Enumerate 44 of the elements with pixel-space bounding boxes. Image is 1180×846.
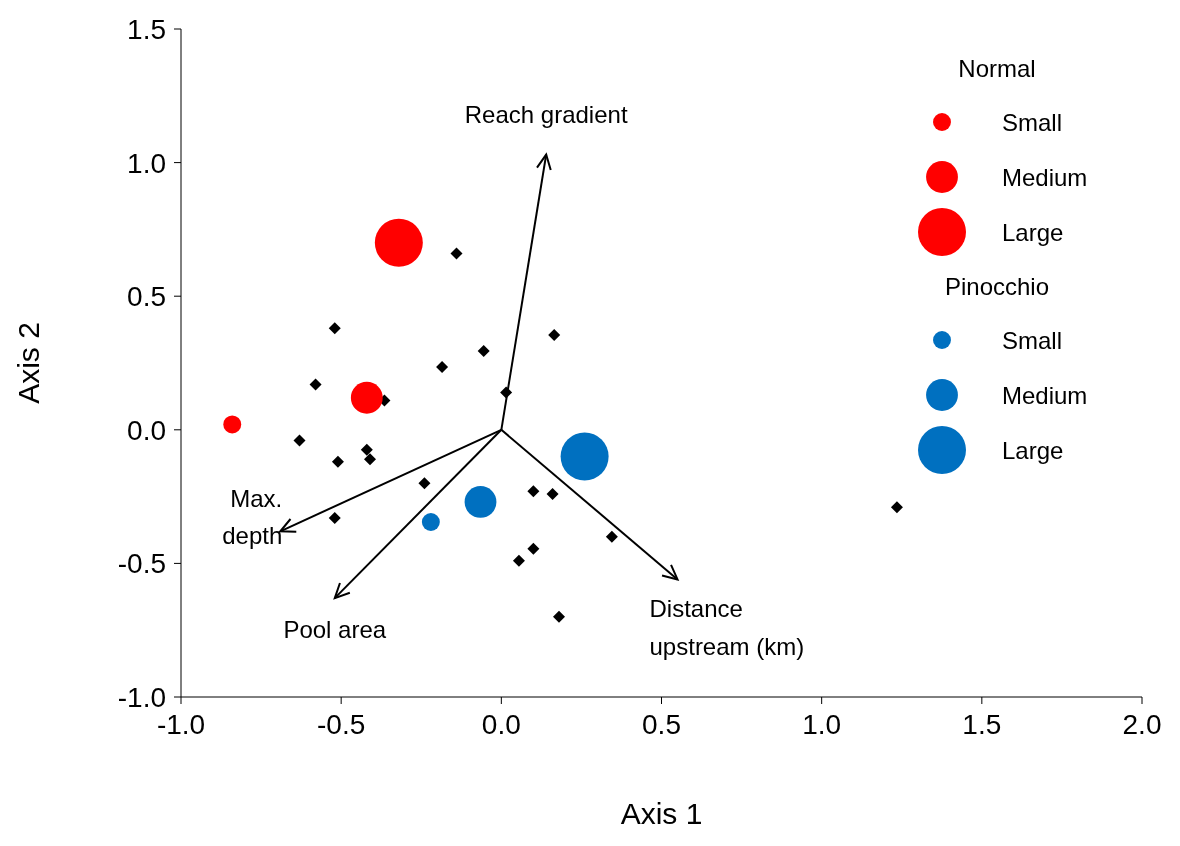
point <box>436 361 449 374</box>
point <box>605 530 618 543</box>
legend-label: Medium <box>1002 164 1088 191</box>
x-tick-label: 0.0 <box>481 708 521 740</box>
point <box>890 501 903 514</box>
y-tick-label: 0.0 <box>127 414 166 446</box>
point <box>527 542 540 555</box>
point <box>328 322 341 335</box>
point <box>512 554 525 567</box>
y-tick-label: 1.5 <box>127 13 166 45</box>
x-tick-label: -0.5 <box>317 708 366 740</box>
point <box>546 487 559 500</box>
legend-label: Small <box>1002 109 1063 136</box>
y-axis-title: Axis 2 <box>11 322 45 404</box>
point <box>293 434 306 447</box>
y-tick-label: 1.0 <box>127 147 166 179</box>
annotation: Pool area <box>283 616 387 644</box>
point <box>527 485 540 498</box>
y-tick-label: -0.5 <box>117 548 166 580</box>
point <box>418 477 431 490</box>
y-tick-label: 0.5 <box>127 281 166 313</box>
point <box>360 443 373 456</box>
point <box>548 328 561 341</box>
legend-label: Medium <box>1002 382 1088 409</box>
x-tick-label: 1.0 <box>802 708 842 740</box>
x-tick-label: 1.5 <box>962 708 1002 740</box>
legend-label: Large <box>1002 219 1064 246</box>
point <box>328 511 341 524</box>
x-tick-label: 0.5 <box>642 708 681 740</box>
annotation: Distance upstream (km) <box>649 595 805 660</box>
annotation: Reach gradient <box>464 100 628 128</box>
legend-label: Small <box>1002 327 1063 354</box>
point <box>331 455 344 468</box>
point <box>477 344 490 357</box>
point <box>309 378 322 391</box>
point <box>364 453 376 466</box>
x-tick-label: 2.0 <box>1122 708 1162 740</box>
point <box>450 247 463 260</box>
annotation: Pinocchio <box>944 273 1050 300</box>
point <box>552 610 565 623</box>
annotation: Normal <box>958 55 1036 82</box>
x-axis-title: Axis 1 <box>620 797 703 830</box>
annotation: Max. depth <box>222 484 283 549</box>
legend-label: Large <box>1002 437 1064 464</box>
